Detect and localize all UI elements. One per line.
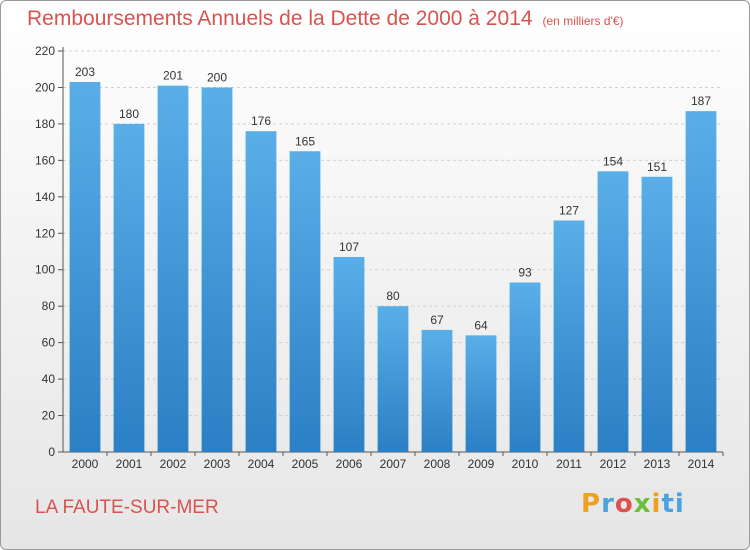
value-label: 203 bbox=[75, 65, 95, 79]
bar-2003 bbox=[201, 87, 233, 453]
value-label: 64 bbox=[474, 318, 488, 332]
y-tick-label: 60 bbox=[42, 336, 56, 350]
y-tick-label: 220 bbox=[35, 44, 55, 58]
bar-2006 bbox=[333, 256, 365, 452]
x-tick-label: 2012 bbox=[600, 457, 627, 471]
logo-letter: i bbox=[651, 489, 662, 519]
x-tick-label: 2014 bbox=[688, 457, 715, 471]
proxiti-logo: Proxiti bbox=[581, 489, 685, 519]
bar-2013 bbox=[641, 176, 673, 452]
bar-2004 bbox=[245, 131, 277, 452]
bar-2001 bbox=[113, 123, 145, 452]
logo-letter: o bbox=[614, 489, 634, 519]
bars bbox=[69, 81, 717, 453]
value-label: 187 bbox=[691, 94, 711, 108]
bar-2005 bbox=[289, 151, 321, 452]
axes: 0 20 40 60 80 100 120 140 160 180 200 220 2000 2001 20… bbox=[35, 44, 724, 471]
value-label: 107 bbox=[339, 240, 359, 254]
x-tick-label: 2005 bbox=[292, 457, 319, 471]
value-label: 201 bbox=[163, 69, 183, 83]
value-label: 154 bbox=[603, 154, 623, 168]
chart-title: Remboursements Annuels de la Dette de 20… bbox=[27, 7, 624, 31]
x-tick-label: 2004 bbox=[248, 457, 275, 471]
x-tick-label: 2001 bbox=[116, 457, 143, 471]
bar-2011 bbox=[553, 220, 585, 452]
y-tick-label: 20 bbox=[42, 409, 56, 423]
unit-subtitle: (en milliers d'€) bbox=[542, 14, 624, 28]
x-tick-label: 2010 bbox=[512, 457, 539, 471]
bar-2002 bbox=[157, 85, 189, 452]
commune-name: LA FAUTE-SUR-MER bbox=[35, 497, 219, 518]
x-tick-label: 2008 bbox=[424, 457, 451, 471]
y-tick-label: 200 bbox=[35, 80, 55, 94]
x-tick-label: 2013 bbox=[644, 457, 671, 471]
logo-letter: P bbox=[581, 489, 602, 519]
y-tick-label: 140 bbox=[35, 190, 55, 204]
logo-letter: x bbox=[633, 489, 652, 519]
y-tick-label: 80 bbox=[42, 299, 56, 313]
value-label: 93 bbox=[518, 265, 532, 279]
value-labels: 203 180 201 200 176 165 107 80 67 64 93 127 154 151 18… bbox=[75, 65, 711, 332]
bar-2012 bbox=[597, 171, 629, 453]
y-tick-label: 160 bbox=[35, 153, 55, 167]
y-tick-label: 180 bbox=[35, 117, 55, 131]
x-tick-label: 2000 bbox=[72, 457, 99, 471]
title-text: Remboursements Annuels de la Dette de 20… bbox=[27, 7, 533, 30]
bar-2000 bbox=[69, 81, 101, 453]
bar-2008 bbox=[421, 329, 453, 452]
bar-2009 bbox=[465, 335, 497, 452]
value-label: 151 bbox=[647, 160, 667, 174]
value-label: 180 bbox=[119, 107, 139, 121]
y-tick-label: 100 bbox=[35, 263, 55, 277]
x-tick-label: 2003 bbox=[204, 457, 231, 471]
logo-letter: ti bbox=[661, 489, 685, 519]
x-tick-label: 2009 bbox=[468, 457, 495, 471]
value-label: 165 bbox=[295, 134, 315, 148]
x-tick-label: 2011 bbox=[556, 457, 582, 471]
x-tick-label: 2006 bbox=[336, 457, 363, 471]
logo-letter: r bbox=[601, 489, 615, 519]
bar-2014 bbox=[685, 111, 717, 453]
bar-2010 bbox=[509, 282, 541, 452]
bar-2007 bbox=[377, 306, 409, 452]
value-label: 67 bbox=[430, 313, 444, 327]
value-label: 200 bbox=[207, 70, 227, 84]
y-tick-label: 0 bbox=[48, 445, 55, 459]
x-tick-label: 2002 bbox=[160, 457, 187, 471]
value-label: 176 bbox=[251, 114, 271, 128]
y-tick-label: 40 bbox=[42, 372, 56, 386]
y-tick-label: 120 bbox=[35, 226, 55, 240]
value-label: 80 bbox=[386, 289, 400, 303]
value-label: 127 bbox=[559, 204, 579, 218]
x-tick-label: 2007 bbox=[380, 457, 407, 471]
